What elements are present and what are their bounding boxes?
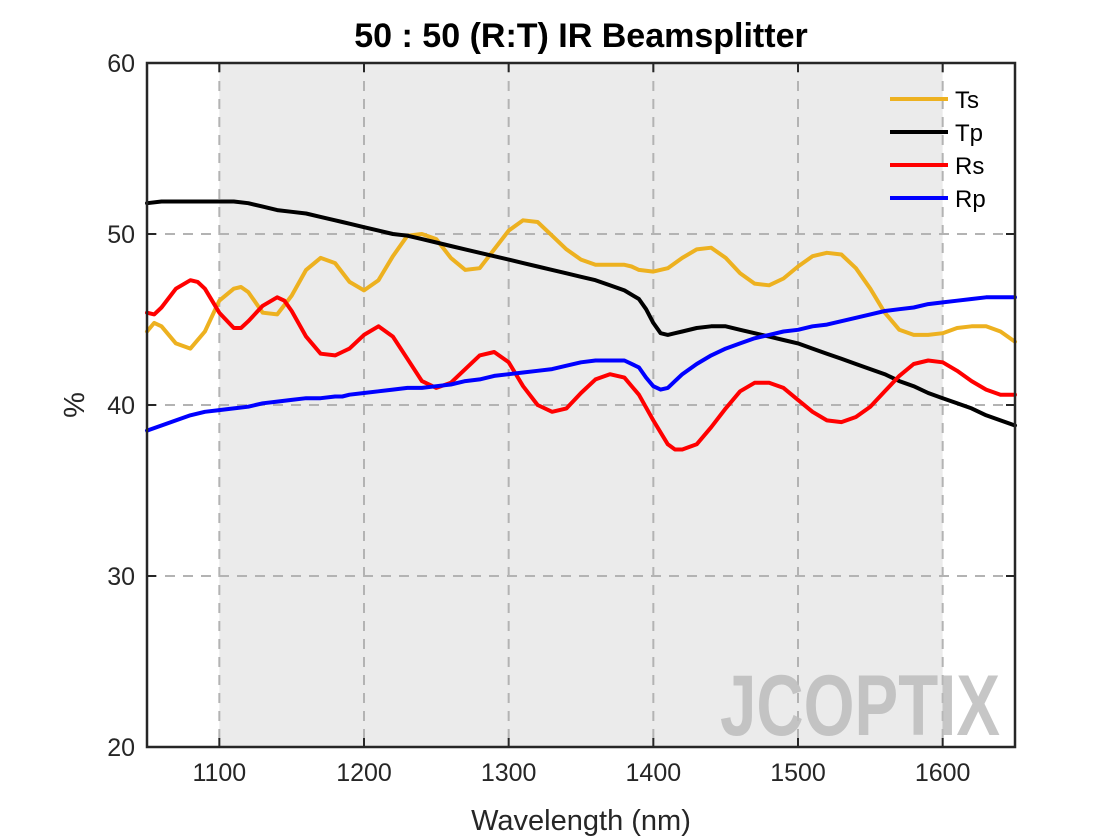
x-tick-label: 1600 — [915, 759, 971, 787]
series-layer — [145, 199, 1017, 452]
legend-label-tp: Tp — [955, 120, 983, 147]
y-tick-label: 20 — [107, 734, 135, 762]
jcoptix-watermark-logo: JCOPTIX — [720, 658, 1000, 754]
chart-title: 50 : 50 (R:T) IR Beamsplitter — [354, 17, 807, 55]
y-tick-label: 40 — [107, 392, 135, 420]
y-axis-label: % — [59, 392, 91, 418]
x-axis-label: Wavelength (nm) — [471, 805, 691, 837]
y-tick-label: 60 — [107, 50, 135, 78]
x-tick-label: 1300 — [481, 759, 537, 787]
legend-label-rp: Rp — [955, 186, 986, 213]
legend-label-rs: Rs — [955, 153, 984, 180]
x-tick-label: 1200 — [336, 759, 392, 787]
y-tick-label: 30 — [107, 563, 135, 591]
legend: Ts Tp Rs Rp — [890, 87, 986, 213]
x-tick-label: 1500 — [770, 759, 826, 787]
series-line-rp — [145, 295, 1017, 433]
series-line-ts — [145, 218, 1017, 351]
tick-layer: 1100 1200 1300 1400 1500 1600 20 30 40 50 60 — [107, 50, 1015, 787]
series-line-tp — [145, 199, 1017, 428]
x-tick-label: 1400 — [626, 759, 682, 787]
series-line-rs — [145, 278, 1017, 452]
y-tick-label: 50 — [107, 221, 135, 249]
legend-label-ts: Ts — [955, 87, 979, 114]
x-tick-label: 1100 — [192, 759, 246, 787]
